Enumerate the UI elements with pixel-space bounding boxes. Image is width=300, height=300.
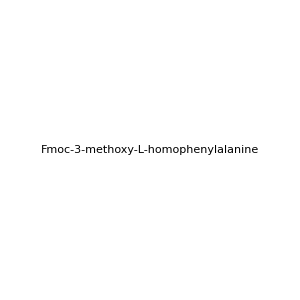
Text: Fmoc-3-methoxy-L-homophenylalanine: Fmoc-3-methoxy-L-homophenylalanine: [41, 145, 259, 155]
